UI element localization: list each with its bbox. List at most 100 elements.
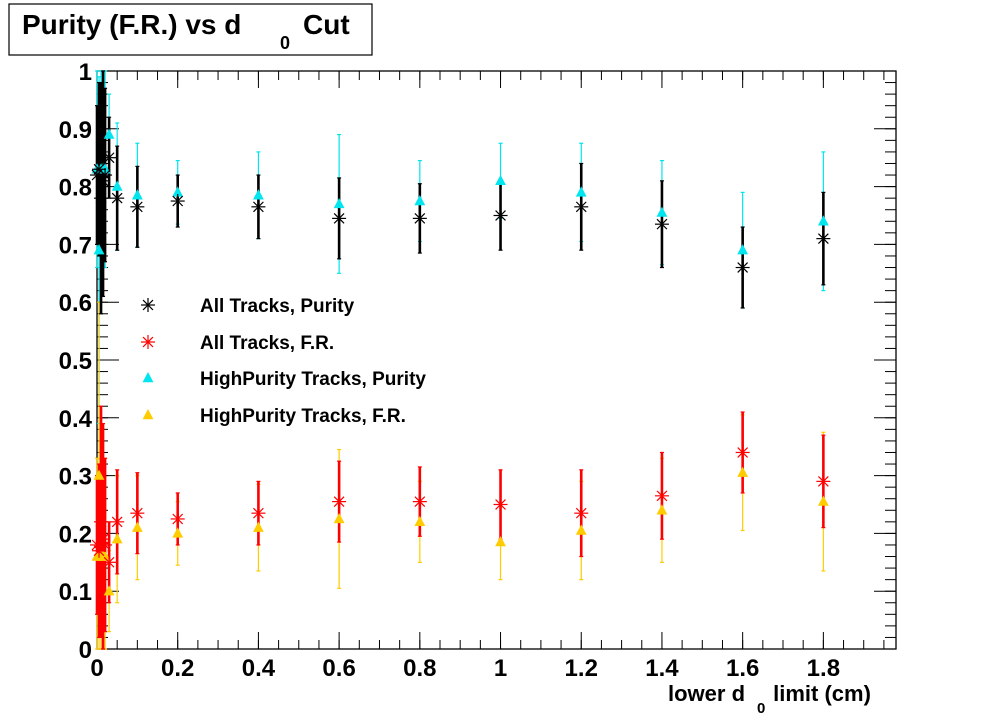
data-point bbox=[817, 495, 829, 506]
plot-frame bbox=[96, 70, 897, 650]
data-point bbox=[131, 189, 143, 200]
legend-label: HighPurity Tracks, Purity bbox=[200, 369, 426, 390]
x-tick-label: 1.8 bbox=[807, 655, 840, 682]
data-point bbox=[103, 585, 115, 596]
y-tick-label: 0.7 bbox=[59, 232, 92, 259]
data-point bbox=[333, 197, 345, 209]
data-point bbox=[656, 504, 668, 515]
y-tick-label: 0.2 bbox=[59, 521, 92, 548]
y-tick-label: 0.9 bbox=[59, 117, 92, 144]
data-point bbox=[111, 533, 123, 544]
data-point bbox=[574, 199, 589, 214]
data-point bbox=[170, 194, 185, 209]
y-tick-label: 0.8 bbox=[59, 175, 92, 202]
data-point bbox=[94, 514, 109, 529]
legend-marker bbox=[141, 335, 155, 349]
data-point bbox=[96, 532, 111, 547]
data-point bbox=[495, 174, 506, 186]
data-point bbox=[332, 211, 347, 226]
x-tick-label: 1.6 bbox=[726, 655, 759, 682]
marker-layer bbox=[90, 128, 831, 596]
data-point bbox=[130, 506, 145, 521]
x-tick-label: 1.4 bbox=[645, 655, 679, 682]
x-tick-label: 0 bbox=[90, 655, 103, 682]
data-point bbox=[656, 206, 668, 217]
x-axis-label-subscript: 0 bbox=[757, 700, 765, 717]
x-tick-label: 1.2 bbox=[565, 655, 598, 682]
data-point bbox=[99, 550, 111, 561]
data-point bbox=[493, 208, 508, 223]
data-point bbox=[575, 186, 587, 197]
data-point bbox=[172, 186, 184, 197]
legend-label: All Tracks, Purity bbox=[200, 296, 355, 317]
data-point bbox=[251, 199, 266, 214]
data-point bbox=[817, 215, 829, 226]
x-axis-label-suffix: limit (cm) bbox=[767, 681, 871, 706]
errorbar-layer bbox=[95, 70, 826, 650]
data-point bbox=[412, 494, 427, 509]
data-point bbox=[96, 173, 111, 188]
data-point bbox=[414, 515, 426, 527]
x-tick-label: 0.6 bbox=[322, 655, 355, 682]
data-point bbox=[654, 217, 669, 232]
y-tick-label: 1 bbox=[79, 59, 92, 86]
y-tick-label: 0.1 bbox=[59, 579, 92, 606]
data-point bbox=[130, 199, 145, 214]
data-point bbox=[253, 521, 264, 532]
data-point bbox=[654, 488, 669, 503]
legend-marker bbox=[142, 409, 154, 420]
y-tick-label: 0.3 bbox=[59, 464, 92, 491]
data-point bbox=[574, 506, 589, 521]
title-main: Purity (F.R.) vs d bbox=[22, 9, 241, 40]
data-point bbox=[131, 521, 143, 532]
data-point bbox=[575, 524, 587, 535]
data-point bbox=[735, 260, 750, 275]
data-point bbox=[737, 244, 749, 255]
data-point bbox=[737, 466, 749, 477]
data-point bbox=[102, 150, 117, 165]
y-tick-label: 0.5 bbox=[59, 348, 92, 375]
data-point bbox=[251, 506, 266, 521]
data-point bbox=[816, 474, 831, 489]
axes-layer: 0 0.1 0.2 0.3 0.4 0.5 0.6 0.7 0.8 0.9 1 0 0.2 0.4 0.6 0… bbox=[59, 59, 896, 682]
data-point bbox=[102, 555, 117, 570]
legend-label: All Tracks, F.R. bbox=[200, 333, 334, 354]
legend-label: HighPurity Tracks, F.R. bbox=[200, 406, 406, 427]
data-point bbox=[111, 180, 123, 191]
data-point bbox=[110, 191, 125, 206]
y-tick-label: 0.6 bbox=[59, 290, 92, 317]
y-tick-label: 0.4 bbox=[59, 406, 93, 433]
data-point bbox=[103, 128, 115, 139]
y-tick-label: 0 bbox=[79, 637, 92, 664]
data-point bbox=[170, 511, 185, 526]
data-point bbox=[735, 445, 750, 460]
x-tick-label: 1 bbox=[494, 655, 507, 682]
title-suffix: Cut bbox=[303, 9, 350, 40]
data-point bbox=[172, 527, 184, 538]
data-point bbox=[412, 211, 427, 226]
title-box bbox=[8, 3, 373, 56]
title-subscript: 0 bbox=[280, 33, 290, 53]
legend-marker bbox=[141, 298, 155, 312]
legend-marker bbox=[142, 372, 154, 383]
data-point bbox=[495, 536, 506, 547]
x-tick-label: 0.8 bbox=[403, 655, 436, 682]
data-point bbox=[816, 231, 831, 246]
legend: All Tracks, Purity All Tracks, F.R. HighPu… bbox=[141, 296, 426, 427]
data-point bbox=[93, 469, 105, 480]
x-tick-label: 0.4 bbox=[242, 655, 276, 682]
data-point bbox=[414, 195, 426, 206]
data-point bbox=[98, 537, 113, 552]
data-point bbox=[93, 244, 105, 255]
data-point bbox=[94, 191, 109, 206]
x-axis-label: lower d bbox=[668, 681, 745, 706]
data-point bbox=[332, 494, 347, 509]
x-tick-label: 0.2 bbox=[161, 655, 194, 682]
data-point bbox=[493, 497, 508, 512]
data-point bbox=[98, 168, 113, 183]
x-axis-label-prefix: lower d bbox=[668, 681, 745, 706]
data-point bbox=[253, 189, 264, 200]
data-point bbox=[110, 514, 125, 529]
